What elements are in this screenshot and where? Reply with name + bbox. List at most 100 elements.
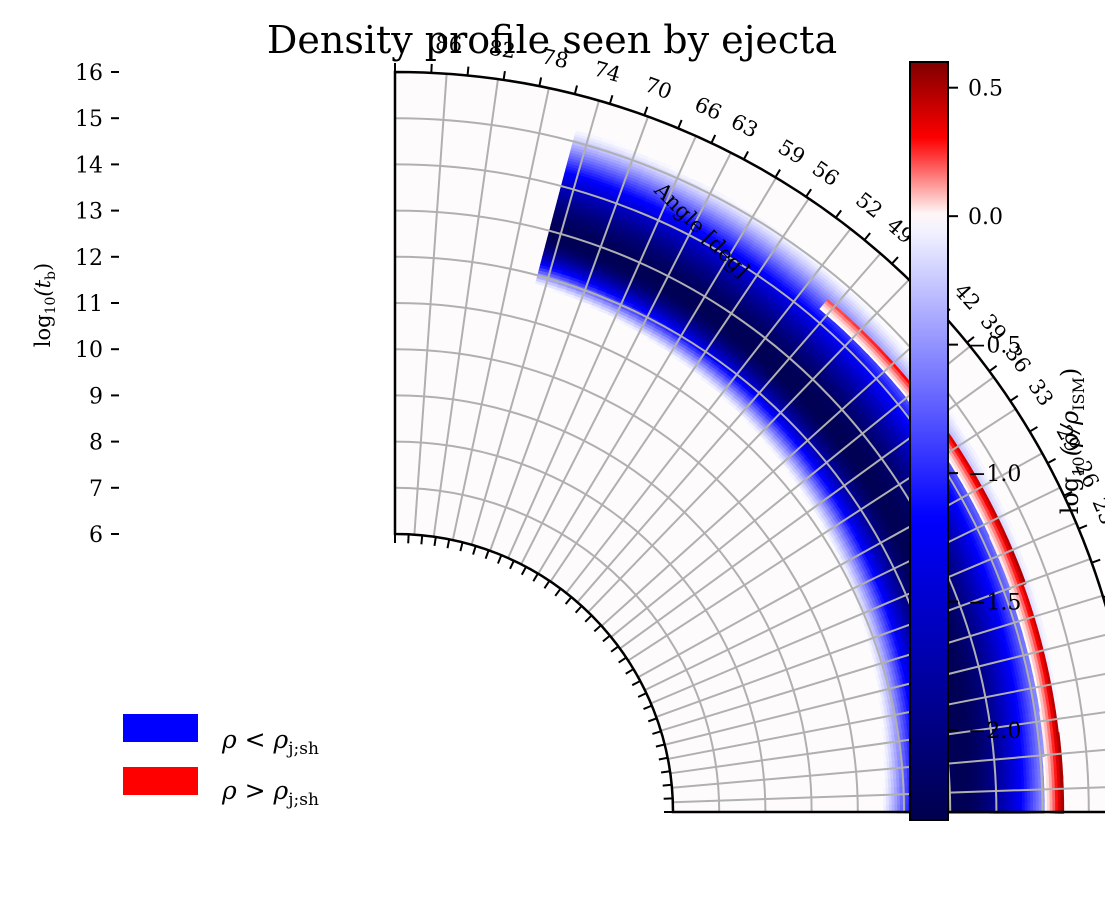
angular-tick-mark — [1078, 524, 1088, 530]
heatmap-cell — [1024, 709, 1031, 725]
angular-tick-mark — [625, 668, 634, 675]
heatmap-cell — [987, 532, 997, 548]
angular-tick-mark — [647, 717, 658, 723]
heatmap-cell — [550, 224, 565, 232]
angular-tick-mark — [484, 549, 490, 560]
angular-tick-mark — [660, 770, 671, 774]
radial-tick-label: 8 — [89, 431, 103, 456]
colorbar-tick-label: 0.5 — [968, 77, 1003, 102]
angular-tick-mark — [538, 77, 543, 87]
heatmap-cell — [952, 790, 956, 804]
heatmap-cell — [540, 261, 554, 269]
heatmap-cell — [552, 216, 567, 224]
heatmap-cell — [552, 288, 566, 296]
heatmap-cell — [1004, 788, 1009, 803]
heatmap-cell — [1056, 740, 1062, 756]
heatmap-cell — [1021, 799, 1026, 814]
heatmap-cell — [1043, 718, 1049, 734]
heatmap-cell — [979, 727, 986, 742]
heatmap-cell — [1041, 707, 1047, 723]
heatmap-cell — [1007, 723, 1013, 739]
angular-tick-mark — [573, 85, 578, 95]
angular-tick-mark — [1047, 458, 1057, 465]
heatmap-cell — [569, 151, 585, 160]
heatmap-cell — [1035, 787, 1040, 803]
heatmap-cell — [553, 210, 569, 218]
heatmap-cell — [996, 799, 1001, 814]
angular-tick-mark — [710, 134, 717, 144]
heatmap-cell — [1012, 723, 1019, 738]
angular-tick-mark — [564, 596, 573, 605]
heatmap-cell — [549, 226, 564, 234]
heatmap-cell — [985, 800, 990, 814]
heatmap-cell — [1027, 788, 1031, 803]
radial-tick-label: 12 — [75, 246, 103, 271]
heatmap-cell — [1056, 716, 1063, 733]
heatmap-cell — [1001, 724, 1008, 739]
heatmap-cell — [963, 800, 968, 814]
heatmap-cell — [952, 800, 957, 814]
angular-tick-mark — [509, 560, 515, 570]
colorbar-tick-label: −2.0 — [968, 719, 1021, 744]
heatmap-cell — [899, 784, 904, 796]
angular-tick-mark — [1009, 395, 1019, 402]
angular-tick-mark — [966, 336, 975, 344]
angular-tick-mark — [891, 256, 899, 265]
heatmap-cell — [886, 802, 890, 814]
heatmap-cell — [982, 727, 988, 742]
heatmap-cell — [1013, 788, 1017, 803]
heatmap-cell — [565, 165, 582, 173]
heatmap-cell — [1052, 787, 1056, 803]
grid-arc — [394, 163, 1044, 813]
heatmap-cell — [890, 784, 895, 796]
heatmap-cell — [1013, 799, 1018, 814]
heatmap-cell — [1010, 799, 1015, 814]
heatmap-cell — [905, 792, 909, 805]
heatmap-cell — [550, 221, 565, 229]
angular-tick-mark — [584, 614, 593, 623]
heatmap-cell — [991, 799, 995, 814]
heatmap-cell — [1018, 722, 1024, 737]
heatmap-cell — [1054, 787, 1059, 803]
angular-tick-mark — [554, 588, 562, 597]
heatmap-cell — [562, 178, 578, 186]
angular-tick-mark — [1063, 490, 1073, 497]
heatmap-cell — [896, 784, 901, 796]
heatmap-cell — [1019, 710, 1025, 726]
heatmap-cell — [542, 250, 557, 258]
heatmap-cell — [1027, 709, 1034, 725]
heatmap-cell — [562, 175, 579, 184]
radial-tick-label: 16 — [75, 61, 103, 86]
heatmap-cell — [1015, 722, 1021, 738]
heatmap-cell — [899, 801, 904, 814]
legend-label-high: ρ > ρj;sh — [221, 776, 319, 810]
heatmap-cell — [1021, 721, 1027, 737]
heatmap-cell — [567, 159, 583, 168]
angular-tick-mark — [655, 743, 665, 748]
heatmap-cell — [1054, 717, 1060, 733]
heatmap-cell — [1011, 712, 1017, 727]
heatmap-cell — [999, 799, 1004, 814]
heatmap-cell — [1060, 786, 1065, 803]
heatmap-cell — [883, 802, 887, 814]
angular-tick-label: 23 — [1088, 494, 1105, 528]
heatmap-cell — [569, 149, 586, 157]
heatmap-cell — [814, 514, 825, 527]
radial-tick-label: 7 — [89, 477, 103, 502]
heatmap-cell — [574, 133, 591, 141]
heatmap-cell — [1019, 799, 1023, 814]
heatmap-cell — [1049, 706, 1056, 722]
heatmap-cell — [1013, 711, 1020, 727]
angular-tick-mark — [637, 692, 647, 698]
heatmap-cell — [968, 790, 973, 804]
heatmap-cell — [897, 801, 901, 814]
heatmap-cell — [869, 655, 877, 668]
heatmap-cell — [1058, 751, 1063, 768]
heatmap-cell — [540, 258, 555, 266]
heatmap-cell — [546, 237, 561, 245]
grid-arc — [394, 348, 859, 813]
heatmap-cell — [1032, 720, 1038, 736]
heatmap-cell — [993, 725, 999, 740]
angular-tick-label: 33 — [1023, 375, 1058, 410]
